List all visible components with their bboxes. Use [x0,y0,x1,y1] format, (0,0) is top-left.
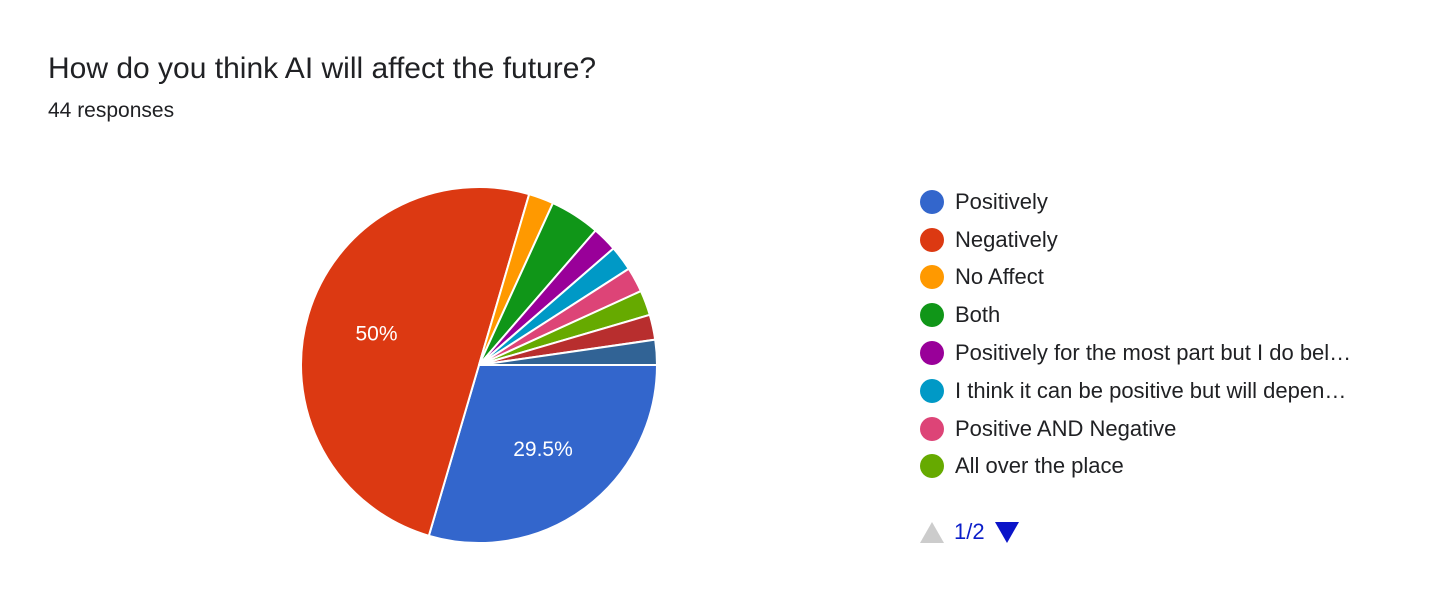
pager-prev-arrow-icon[interactable] [920,521,944,543]
pie-slice[interactable] [427,364,659,544]
legend-item[interactable]: Positively for the most part but I do be… [920,334,1351,372]
legend-swatch-icon [920,416,944,441]
legend-label: Positively for the most part but I do be… [955,340,1352,366]
legend-swatch-icon [920,378,944,403]
pager-next-arrow-icon[interactable] [994,521,1019,543]
response-count: 44 responses [48,99,175,122]
slice-percent-label: 29.5% [513,438,573,461]
legend-item[interactable]: Negatively [920,221,1351,259]
legend-label: Positive AND Negative [955,415,1177,441]
legend-label: I think it can be positive but will depe… [955,377,1347,403]
legend-pager: 1/2 [920,519,1019,545]
legend-label: Positively [955,188,1048,214]
legend-label: Both [955,302,1001,328]
legend-item[interactable]: Positive AND Negative [920,410,1351,448]
pie-chart: 29.5% 50% [300,186,659,544]
chart-title: How do you think AI will affect the futu… [48,52,597,85]
legend-swatch-icon [920,341,944,366]
legend-swatch-icon [920,303,944,328]
legend-item[interactable]: No Affect [920,259,1351,297]
slice-percent-label: 50% [355,322,397,345]
legend-swatch-icon [920,265,944,290]
legend-item[interactable]: Both [920,296,1351,334]
legend-item[interactable]: Positively [920,183,1351,221]
legend-item[interactable]: All over the place [920,448,1351,486]
pager-label: 1/2 [954,519,985,544]
legend-swatch-icon [920,227,944,252]
legend-item[interactable]: I think it can be positive but will depe… [920,372,1351,410]
legend: Positively Negatively No Affect Both Positiv… [920,183,1351,485]
legend-label: All over the place [955,453,1124,479]
legend-swatch-icon [920,189,944,214]
legend-label: Negatively [955,226,1058,252]
legend-label: No Affect [955,264,1044,290]
pie-slice[interactable] [478,338,659,366]
pie-slice[interactable] [300,186,531,538]
legend-swatch-icon [920,454,944,479]
